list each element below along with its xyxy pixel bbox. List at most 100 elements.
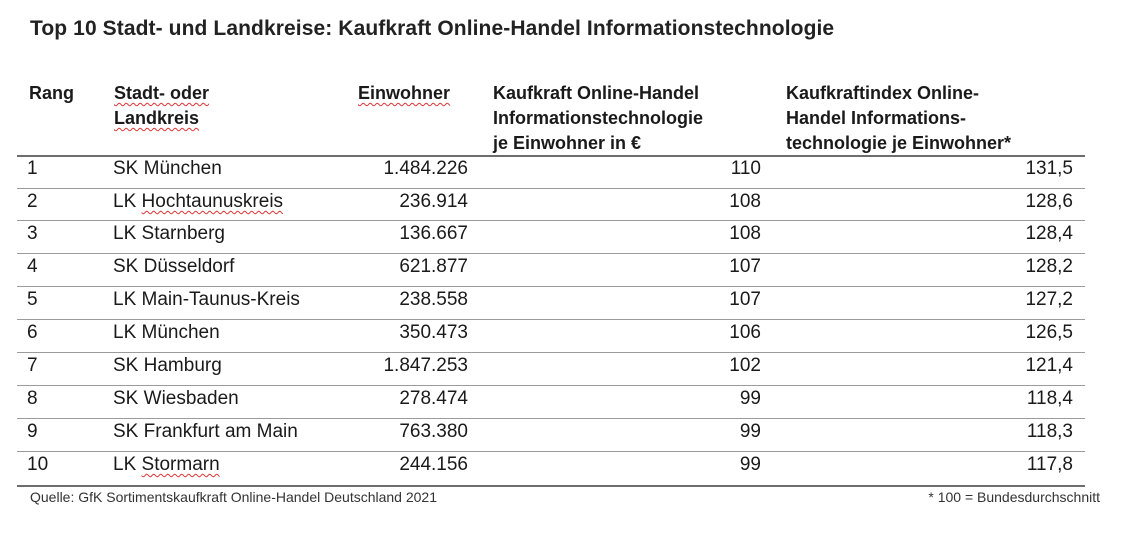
- cell-index: 131,5: [1025, 158, 1073, 179]
- header-kaufkraft-line3: je Einwohner in €: [493, 133, 642, 153]
- row-divider: [17, 385, 1085, 386]
- cell-prefix: LK: [113, 191, 137, 212]
- cell-rank: 6: [27, 322, 38, 343]
- cell-name-text: München: [141, 322, 220, 343]
- cell-population: 244.156: [399, 454, 468, 475]
- cell-population: 238.558: [399, 289, 468, 310]
- header-population-label: Einwohner: [358, 83, 451, 103]
- cell-kaufkraft: 108: [729, 191, 761, 212]
- cell-name-text: Frankfurt am Main: [143, 421, 298, 442]
- cell-kaufkraft: 110: [730, 158, 761, 179]
- cell-index: 121,4: [1025, 355, 1073, 376]
- cell-name-text: Hamburg: [143, 355, 222, 376]
- row-divider: [17, 451, 1085, 452]
- cell-kaufkraft: 99: [739, 421, 761, 442]
- cell-name: LK Hochtaunuskreis: [113, 191, 283, 213]
- cell-population: 763.380: [399, 421, 468, 442]
- header-kaufkraft-line1: Kaufkraft Online-Handel: [493, 83, 700, 103]
- cell-name: LK München: [113, 322, 220, 344]
- header-index-line2: Handel Informations-: [786, 108, 967, 128]
- cell-rank: 4: [27, 256, 38, 277]
- header-population: Einwohner: [358, 81, 450, 106]
- cell-name-text: München: [143, 158, 222, 179]
- cell-index: 128,4: [1025, 223, 1073, 244]
- cell-prefix: SK: [113, 388, 139, 409]
- cell-kaufkraft: 106: [729, 322, 761, 343]
- header-name: Stadt- oder Landkreis: [114, 81, 209, 131]
- cell-name: SK Frankfurt am Main: [113, 421, 298, 443]
- row-divider: [17, 352, 1085, 353]
- cell-rank: 10: [27, 454, 49, 475]
- cell-name-text: Main-Taunus-Kreis: [141, 289, 300, 310]
- table-row: 6 LK München 350.473 106 126,5: [0, 319, 1126, 351]
- cell-population: 350.473: [399, 322, 468, 343]
- header-rank-label: Rang: [29, 83, 74, 103]
- source-note: Quelle: GfK Sortimentskaufkraft Online-H…: [30, 489, 437, 505]
- header-name-line2: Landkreis: [114, 108, 200, 128]
- cell-name: SK Düsseldorf: [113, 256, 234, 278]
- cell-population: 1.847.253: [383, 355, 468, 376]
- cell-name: LK Main-Taunus-Kreis: [113, 289, 300, 311]
- cell-prefix: LK: [113, 322, 137, 343]
- cell-population: 621.877: [399, 256, 468, 277]
- table-row: 8 SK Wiesbaden 278.474 99 118,4: [0, 385, 1126, 417]
- cell-kaufkraft: 108: [729, 223, 761, 244]
- cell-kaufkraft: 99: [739, 388, 761, 409]
- table-bottom-rule: [17, 485, 1085, 487]
- cell-rank: 2: [27, 191, 38, 212]
- cell-rank: 3: [27, 223, 38, 244]
- table-row: 7 SK Hamburg 1.847.253 102 121,4: [0, 352, 1126, 384]
- cell-prefix: SK: [113, 355, 139, 376]
- cell-name: SK Wiesbaden: [113, 388, 239, 410]
- cell-prefix: LK: [113, 289, 137, 310]
- table-row: 3 LK Starnberg 136.667 108 128,4: [0, 220, 1126, 252]
- cell-rank: 1: [27, 158, 38, 179]
- cell-prefix: LK: [113, 223, 137, 244]
- header-name-line1: Stadt- oder: [114, 83, 210, 103]
- cell-rank: 8: [27, 388, 38, 409]
- cell-prefix: SK: [113, 421, 139, 442]
- row-divider: [17, 418, 1085, 419]
- table-row: 4 SK Düsseldorf 621.877 107 128,2: [0, 253, 1126, 285]
- cell-population: 1.484.226: [383, 158, 468, 179]
- table-row: 5 LK Main-Taunus-Kreis 238.558 107 127,2: [0, 286, 1126, 318]
- cell-name: LK Starnberg: [113, 223, 225, 245]
- cell-kaufkraft: 99: [739, 454, 761, 475]
- header-index: Kaufkraftindex Online- Handel Informatio…: [786, 81, 1011, 156]
- header-kaufkraft: Kaufkraft Online-Handel Informationstech…: [493, 81, 703, 156]
- cell-rank: 9: [27, 421, 38, 442]
- cell-kaufkraft: 107: [729, 289, 761, 310]
- table-row: 9 SK Frankfurt am Main 763.380 99 118,3: [0, 418, 1126, 450]
- cell-rank: 5: [27, 289, 38, 310]
- cell-kaufkraft: 107: [729, 256, 761, 277]
- cell-name-text: Hochtaunuskreis: [141, 191, 284, 212]
- cell-index: 118,3: [1026, 421, 1073, 442]
- row-divider: [17, 286, 1085, 287]
- cell-index: 118,4: [1026, 388, 1073, 409]
- cell-kaufkraft: 102: [729, 355, 761, 376]
- cell-prefix: SK: [113, 158, 139, 179]
- cell-name: LK Stormarn: [113, 454, 220, 476]
- cell-index: 128,6: [1025, 191, 1073, 212]
- page-title: Top 10 Stadt- und Landkreise: Kaufkraft …: [30, 17, 835, 40]
- header-divider: [17, 155, 1085, 157]
- cell-name-text: Stormarn: [141, 454, 220, 475]
- cell-index: 128,2: [1025, 256, 1073, 277]
- header-index-line3: technologie je Einwohner*: [786, 133, 1012, 153]
- cell-index: 127,2: [1025, 289, 1073, 310]
- cell-population: 236.914: [399, 191, 468, 212]
- header-index-line1: Kaufkraftindex Online-: [786, 83, 980, 103]
- cell-rank: 7: [27, 355, 38, 376]
- cell-name-text: Düsseldorf: [143, 256, 235, 277]
- cell-name: SK Hamburg: [113, 355, 222, 377]
- cell-index: 126,5: [1025, 322, 1073, 343]
- row-divider: [17, 220, 1085, 221]
- cell-population: 278.474: [399, 388, 468, 409]
- cell-prefix: LK: [113, 454, 137, 475]
- table-row: 2 LK Hochtaunuskreis 236.914 108 128,6: [0, 188, 1126, 220]
- cell-name-text: Wiesbaden: [143, 388, 239, 409]
- cell-name-text: Starnberg: [141, 223, 225, 244]
- header-kaufkraft-line2: Informationstechnologie: [493, 108, 704, 128]
- header-rank: Rang: [29, 81, 74, 106]
- row-divider: [17, 253, 1085, 254]
